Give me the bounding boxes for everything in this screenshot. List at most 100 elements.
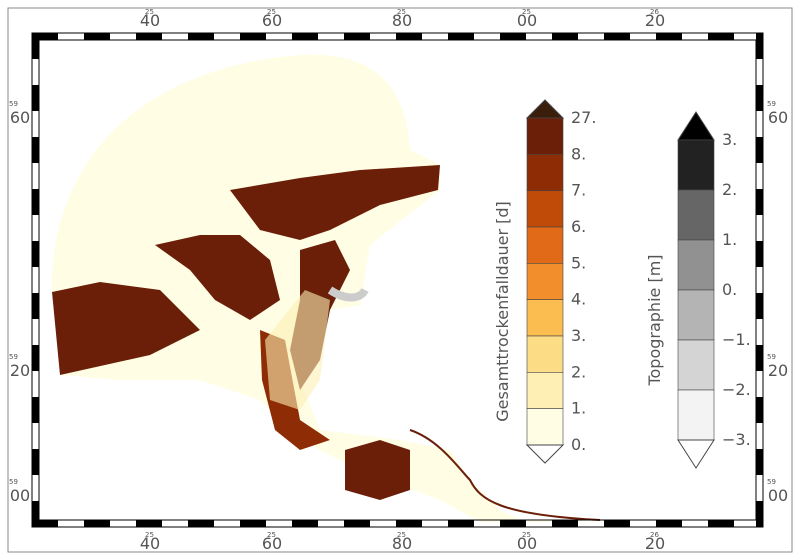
frame-segment: [32, 241, 39, 267]
land-west: [52, 282, 200, 375]
legend-swatch: [526, 408, 564, 446]
legends: 27. 8. 7. 6. 5. 4. 3. 2. 1. 0. Gesamttrockenfallda…: [493, 99, 751, 469]
frame-segment: [32, 293, 39, 319]
legend-swatch: [526, 226, 564, 264]
frame-segment: [500, 33, 526, 40]
land-south-basin: [345, 440, 410, 500]
legend-swatch: [677, 139, 715, 191]
frame-segment: [344, 520, 370, 527]
coord-label: 20: [768, 361, 788, 380]
frame-segment: [136, 520, 162, 527]
coord-small: 25: [267, 8, 276, 16]
legend-title: Gesamttrockenfalldauer [d]: [493, 201, 512, 422]
coord-small: 25: [522, 531, 531, 539]
frame-segment: [32, 33, 58, 40]
frame-segment: [604, 33, 630, 40]
legend-label: 3.: [571, 326, 586, 345]
legend-swatch: [677, 289, 715, 341]
coord-small: 26: [650, 531, 659, 539]
coord-label: 00: [517, 11, 537, 30]
coord-small: 59: [767, 353, 776, 361]
legend-label: 3.: [722, 130, 737, 149]
frame-segment: [604, 520, 630, 527]
frame-segment: [32, 449, 39, 475]
legend-label: 27.: [571, 108, 596, 127]
coord-small: 25: [145, 8, 154, 16]
frame-segment: [500, 520, 526, 527]
frame-segment: [396, 33, 422, 40]
frame-segment: [84, 520, 110, 527]
frame-segment: [552, 33, 578, 40]
frame-segment: [756, 33, 763, 59]
coord-label: 00: [768, 486, 788, 505]
coord-label: 60: [10, 108, 30, 127]
legend-label: 4.: [571, 290, 586, 309]
frame-segment: [240, 520, 266, 527]
frame-segment: [240, 33, 266, 40]
coord-small: 25: [267, 531, 276, 539]
legend-label: 8.: [571, 144, 586, 163]
frame-segment: [448, 33, 474, 40]
legend-swatch: [677, 189, 715, 241]
legend-label: 2.: [722, 180, 737, 199]
legend-swatch: [677, 239, 715, 291]
legend-label: −1.: [722, 330, 751, 349]
coord-label: 20: [645, 534, 665, 553]
legend-swatch: [526, 190, 564, 228]
frame-segment: [344, 33, 370, 40]
frame-segment: [756, 501, 763, 527]
frame-segment: [292, 33, 318, 40]
frame-segment: [32, 33, 39, 59]
legend-swatch: [526, 263, 564, 300]
coord-small: 26: [650, 8, 659, 16]
frame-segment: [32, 85, 39, 111]
channel-flats: [265, 290, 330, 410]
legend-label: 7.: [571, 181, 586, 200]
legend-label: 1.: [722, 230, 737, 249]
coord-label: 80: [392, 11, 412, 30]
frame-segment: [708, 520, 734, 527]
frame-segment: [552, 520, 578, 527]
frame-segment: [756, 189, 763, 215]
coord-label: 20: [645, 11, 665, 30]
frame-segment: [136, 33, 162, 40]
legend-label: −3.: [722, 430, 751, 449]
frame-segment: [708, 33, 734, 40]
legend-title: Topographie [m]: [645, 254, 664, 386]
frame-segment: [32, 520, 58, 527]
coord-small: 59: [9, 478, 18, 486]
coord-label: 40: [140, 534, 160, 553]
coord-small: 59: [9, 353, 18, 361]
frame-segment: [756, 85, 763, 111]
frame-segment: [656, 520, 682, 527]
frame-segment: [756, 345, 763, 371]
frame-segment: [84, 33, 110, 40]
coord-label: 00: [517, 534, 537, 553]
coord-label: 60: [768, 108, 788, 127]
frame-segment: [32, 501, 39, 527]
legend-swatch: [677, 339, 715, 391]
legend-label: 0.: [722, 280, 737, 299]
legend-swatch: [526, 335, 564, 373]
legend-label: 1.: [571, 399, 586, 418]
river-channel: [409, 429, 601, 521]
legend-label: −2.: [722, 380, 751, 399]
frame-segment: [448, 520, 474, 527]
legend-swatch: [526, 372, 564, 409]
topo-patch: [327, 286, 369, 302]
legend-arrow-bottom: [525, 444, 565, 464]
legend-label: 6.: [571, 217, 586, 236]
frame-segment: [32, 397, 39, 423]
legend-swatch: [526, 299, 564, 337]
coord-small: 25: [145, 531, 154, 539]
coord-label: 20: [10, 361, 30, 380]
coord-small: 25: [522, 8, 531, 16]
frame-segment: [292, 520, 318, 527]
frame-segment: [756, 449, 763, 475]
coord-label: 60: [262, 11, 282, 30]
frame-segment: [32, 345, 39, 371]
coord-label: 00: [10, 486, 30, 505]
frame-segment: [756, 397, 763, 423]
frame-segment: [756, 137, 763, 163]
coord-label: 80: [392, 534, 412, 553]
